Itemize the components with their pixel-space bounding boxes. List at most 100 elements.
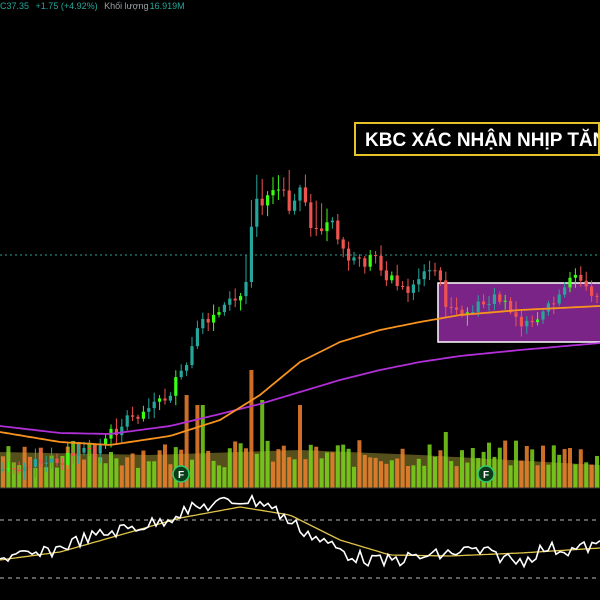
candle-body (303, 187, 307, 203)
candle-body (249, 226, 253, 282)
candle-body (163, 398, 167, 401)
volume-bar (389, 460, 394, 488)
candle-body (395, 275, 399, 287)
candle-body (244, 281, 248, 297)
earnings-marker-1[interactable]: F (172, 465, 190, 483)
candle-body (406, 286, 410, 293)
volume-bar (449, 461, 454, 488)
candle-body (282, 189, 286, 191)
candle-body (93, 448, 97, 454)
candle-body (374, 255, 378, 257)
volume-bar (136, 467, 140, 488)
candle-body (266, 195, 270, 206)
candle-body (379, 255, 383, 271)
volume-bar (454, 466, 459, 488)
volume-bar (314, 446, 319, 488)
candle-body (44, 462, 48, 464)
volume-bar (195, 405, 200, 488)
volume-bar (368, 457, 373, 488)
volume-bar (465, 462, 470, 488)
candle-body (60, 463, 64, 465)
volume-bar (395, 458, 400, 488)
rsi-ma-line (0, 506, 600, 561)
candle-body (444, 280, 448, 307)
volume-bar (281, 445, 286, 488)
candle-body (487, 303, 491, 305)
candle-body (325, 222, 329, 232)
candle-body (168, 395, 172, 401)
candle-body (390, 275, 394, 281)
candle-body (131, 415, 135, 417)
candle-body (573, 274, 577, 278)
volume-bar (265, 440, 270, 488)
volume-bar (487, 442, 491, 488)
candle-body (563, 287, 567, 295)
volume-bar (211, 460, 216, 488)
volume-bar (238, 443, 243, 488)
volume-bar (530, 449, 535, 488)
close-value: C37.35 (0, 1, 30, 11)
candle-body (546, 303, 550, 312)
volume-bar (60, 455, 65, 488)
candle-body (476, 301, 480, 312)
volume-bar (578, 449, 583, 488)
candle-body (260, 198, 264, 206)
candle-body (77, 452, 81, 456)
volume-bar (470, 448, 475, 488)
candle-body (147, 408, 151, 412)
candle-body (120, 426, 124, 436)
candle-body (384, 270, 388, 281)
candle-body (347, 248, 351, 261)
volume-bar (98, 457, 103, 488)
candle-body (428, 270, 432, 272)
candle-body (433, 270, 437, 272)
volume-bar (573, 464, 578, 488)
volume-bar (325, 452, 329, 488)
candle-body (401, 286, 405, 288)
volume-bar (157, 450, 162, 488)
volume-bar (217, 465, 221, 488)
candle-body (82, 447, 86, 453)
volume-bar (497, 447, 502, 488)
volume-bar (519, 460, 524, 488)
volume-bar (541, 445, 545, 488)
candle-body (536, 319, 540, 323)
volume-bar (524, 445, 529, 488)
volume-bar (298, 405, 302, 488)
candle-body (239, 296, 243, 301)
candle-body (217, 312, 221, 315)
candle-body (50, 458, 54, 463)
volume-bar (119, 465, 124, 488)
candle-body (492, 294, 496, 304)
volume-bar (595, 455, 599, 488)
volume-bar (92, 443, 97, 488)
volume-bar (357, 440, 362, 488)
candle-body (158, 398, 162, 402)
candle-body (17, 469, 21, 472)
volume-bar (168, 464, 173, 488)
candle-body (71, 452, 75, 456)
candle-body (579, 274, 583, 281)
volume-bar (33, 467, 38, 488)
earnings-marker-2[interactable]: F (477, 465, 495, 483)
candle-body (525, 320, 529, 327)
volume-bar (568, 448, 572, 488)
volume-bar (276, 449, 281, 488)
volume-bar (28, 456, 32, 488)
candle-body (23, 466, 27, 472)
volume-bar (103, 463, 108, 488)
volume-bar (49, 455, 54, 488)
volume-bar (260, 400, 265, 488)
volume-bar (362, 454, 367, 488)
candle-body (233, 298, 237, 301)
candle-body (568, 277, 572, 288)
volume-bar (206, 450, 211, 488)
candle-body (228, 298, 232, 305)
volume-bar (114, 458, 119, 488)
volume-bar (546, 464, 551, 488)
candle-body (336, 220, 340, 240)
volume-label: Khối lượng (104, 1, 149, 11)
candle-body (255, 198, 259, 227)
candle-body (39, 458, 43, 464)
